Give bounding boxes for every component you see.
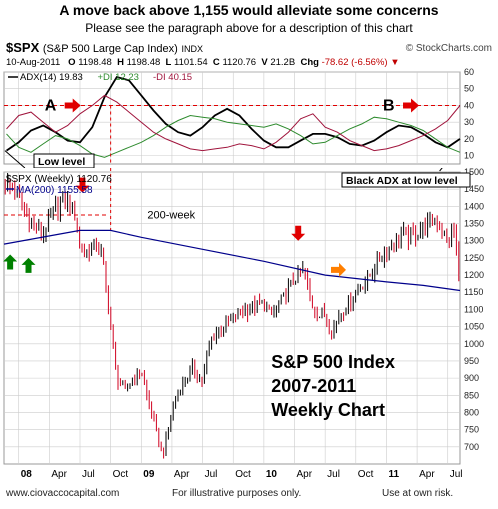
- adx-series-mdi: [6, 94, 461, 152]
- x-tick-label: Jul: [450, 469, 463, 480]
- volume-value: 21.2B: [270, 57, 296, 68]
- adx-legend-mdi: -DI 40.15: [153, 72, 192, 83]
- low-level-label: Low level: [38, 156, 85, 168]
- red-down-arrow-icon: [75, 177, 90, 193]
- price-tick-label: 1150: [464, 287, 483, 297]
- close-label: C: [212, 57, 220, 68]
- black-adx-pointer: [439, 168, 443, 172]
- chart-title: A move back above 1,155 would alleviate …: [59, 2, 439, 18]
- price-panel: 700 750 800 850 900 950 1000 1050 1100 1150 1200 12…: [3, 168, 484, 480]
- adx-tick-label: 60: [464, 68, 474, 77]
- price-tick-label: 750: [464, 425, 479, 435]
- stockcharts-credit: © StockCharts.com: [405, 43, 492, 54]
- adx-legend-adx: ADX(14) 19.83: [20, 72, 83, 83]
- change-value: -78.62 (-6.56%): [321, 57, 388, 68]
- footer-website: www.ciovaccocapital.com: [6, 488, 120, 499]
- ma-annotation-label: 200-week: [147, 209, 195, 221]
- x-tick-label: Apr: [297, 469, 313, 480]
- x-tick-label: 11: [388, 469, 399, 480]
- x-tick-label: 08: [21, 469, 33, 480]
- open-value: 1198.48: [78, 57, 112, 68]
- x-tick-label: Oct: [358, 469, 374, 480]
- adx-tick-label: 20: [464, 134, 474, 144]
- x-tick-label: Jul: [82, 469, 95, 480]
- black-adx-box: [341, 172, 471, 188]
- price-tick-label: 950: [464, 356, 479, 366]
- adx-legend-pdi: +DI 12.23: [98, 72, 139, 83]
- exchange-label: INDX: [181, 44, 203, 54]
- x-tick-label: Apr: [174, 469, 190, 480]
- adx-annotation-B: B: [383, 97, 395, 114]
- price-tick-label: 1300: [464, 236, 484, 246]
- price-tick-label: 1250: [464, 253, 484, 263]
- green-up-arrow-icon: [21, 257, 36, 273]
- price-tick-label: 1400: [464, 201, 484, 211]
- low-level-box: [33, 153, 95, 168]
- adx-plot-frame: [3, 71, 461, 165]
- adx-panel: 10 20 30 40 50 60 ADX(14) 19.83 +DI 12.23 -DI 40…: [3, 68, 474, 168]
- price-tick-label: 900: [464, 373, 479, 383]
- footer-note: For illustrative purposes only.: [172, 488, 302, 499]
- x-tick-label: Jul: [205, 469, 218, 480]
- adx-tick-label: 50: [464, 84, 474, 94]
- footer-disclaimer: Use at own risk.: [382, 488, 454, 499]
- adx-tick-label: 10: [464, 151, 474, 161]
- price-tick-label: 1500: [464, 168, 484, 177]
- red-right-arrow-icon: [64, 98, 81, 113]
- ma-legend-label: MA(200) 1155.58: [16, 185, 93, 196]
- adx-series-pdi: [6, 114, 461, 158]
- close-value: 1120.76: [222, 57, 257, 68]
- volume-label: V: [261, 57, 268, 68]
- adx-tick-label: 30: [464, 117, 474, 127]
- green-up-arrow-icon: [3, 254, 18, 270]
- low-value: 1101.54: [174, 57, 208, 68]
- high-value: 1198.48: [126, 57, 161, 68]
- black-adx-label: Black ADX at low level: [346, 175, 458, 187]
- quote-date: 10-Aug-2011: [6, 57, 61, 68]
- price-tick-label: 1450: [464, 184, 484, 194]
- adx-tick-label: 40: [464, 100, 474, 110]
- high-label: H: [117, 57, 124, 68]
- change-down-icon: ▼: [390, 57, 400, 68]
- ticker-symbol: $SPX: [6, 40, 40, 55]
- price-plot-frame: [3, 171, 461, 465]
- x-tick-label: Apr: [419, 469, 435, 480]
- symbol-header: $SPX (S&P 500 Large Cap Index) INDX: [6, 40, 203, 55]
- x-tick-label: 10: [266, 469, 278, 480]
- price-tick-label: 850: [464, 390, 479, 400]
- x-tick-label: 09: [143, 469, 155, 480]
- price-tick-label: 1000: [464, 339, 484, 349]
- black-adx-callout: Black ADX at low level: [341, 172, 471, 188]
- change-label: Chg: [300, 57, 319, 68]
- open-label: O: [68, 57, 76, 68]
- chart-annotation-title: Weekly Chart: [271, 400, 385, 420]
- x-tick-label: Oct: [235, 469, 251, 480]
- x-tick-label: Jul: [327, 469, 340, 480]
- price-tick-label: 1050: [464, 322, 484, 332]
- chart-subtitle: Please see the paragraph above for a des…: [85, 21, 413, 35]
- red-down-arrow-icon: [291, 225, 306, 241]
- price-tick-label: 1200: [464, 270, 484, 280]
- price-legend-label: $SPX (Weekly) 1120.76: [6, 174, 112, 185]
- ma-200-line: [3, 229, 461, 292]
- adx-annotation-A: A: [45, 97, 57, 114]
- chart-annotation-title: S&P 500 Index: [271, 352, 395, 372]
- price-tick-label: 1350: [464, 219, 484, 229]
- low-label: L: [165, 57, 172, 68]
- chart-annotation-title: 2007-2011: [271, 376, 356, 396]
- low-level-pointer: [4, 150, 26, 168]
- x-tick-label: Apr: [51, 469, 67, 480]
- price-tick-label: 800: [464, 407, 479, 417]
- price-tick-label: 1100: [464, 304, 483, 314]
- orange-right-arrow-icon: [331, 262, 346, 277]
- red-right-arrow-icon: [403, 98, 420, 113]
- x-tick-label: Oct: [113, 469, 129, 480]
- adx-series-adx: [5, 75, 461, 152]
- low-level-callout: Low level: [33, 153, 95, 168]
- price-tick-label: 700: [464, 442, 479, 452]
- quote-line: 10-Aug-2011 O 1198.48 H 1198.48 L 1101.5…: [6, 57, 400, 68]
- ticker-description: (S&P 500 Large Cap Index): [42, 43, 178, 55]
